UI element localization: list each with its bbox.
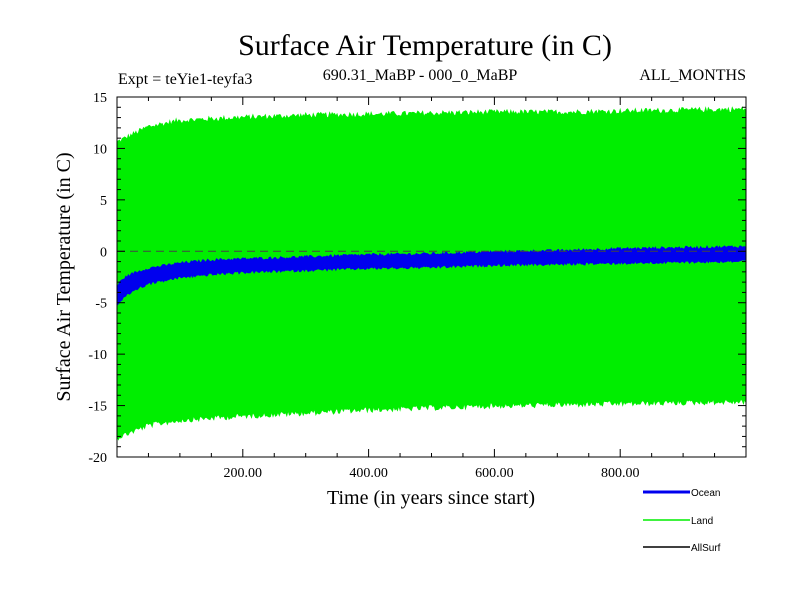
legend-label-allsurf: AllSurf: [691, 543, 721, 554]
x-tick-label: 200.00: [224, 466, 263, 481]
x-axis: 200.00 400.00 600.00 800.00: [147, 97, 716, 481]
x-tick-label: 600.00: [475, 466, 514, 481]
months-label: ALL_MONTHS: [639, 67, 746, 84]
x-tick-label: 800.00: [601, 466, 640, 481]
y-tick-label: -20: [88, 451, 107, 466]
y-tick-label: -10: [88, 348, 107, 363]
y-tick-label: 0: [100, 245, 107, 260]
legend-label-ocean: Ocean: [691, 488, 720, 499]
y-tick-label: 10: [93, 142, 107, 157]
y-axis-title: Surface Air Temperature (in C): [53, 152, 75, 401]
chart-title: Surface Air Temperature (in C): [238, 29, 612, 62]
x-tick-label: 400.00: [349, 466, 388, 481]
time-range-label: 690.31_MaBP - 000_0_MaBP: [323, 67, 518, 84]
y-axis: 15 10 5 0 -5 -10 -15 -20: [88, 91, 746, 466]
legend: Ocean Land AllSurf: [643, 488, 721, 554]
legend-label-land: Land: [691, 516, 713, 527]
y-tick-label: 5: [100, 194, 107, 209]
y-tick-label: -15: [88, 400, 107, 415]
experiment-label: Expt = teYie1-teyfa3: [118, 71, 252, 88]
y-tick-label: -5: [95, 297, 107, 312]
plot-marks: [116, 106, 747, 441]
x-axis-title: Time (in years since start): [327, 487, 535, 509]
y-tick-label: 15: [93, 91, 107, 106]
